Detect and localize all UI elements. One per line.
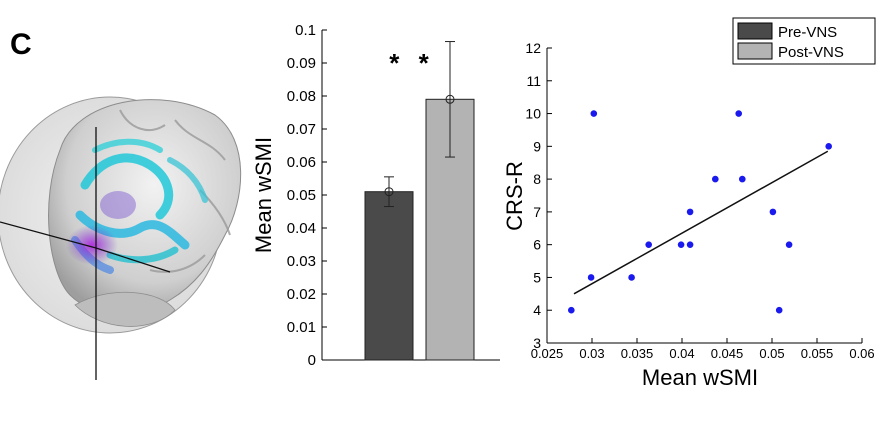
- legend-swatch-pre: [737, 22, 773, 40]
- scatter-x-tick-label: 0.055: [801, 346, 834, 361]
- scatter-y-tick-label: 9: [533, 138, 541, 154]
- scatter-y-tick-label: 8: [533, 171, 541, 187]
- scatter-y-tick-label: 6: [533, 237, 541, 253]
- cerebellum: [74, 291, 176, 327]
- brain-illustration: [0, 96, 242, 380]
- scatter-point: [775, 306, 783, 314]
- bar-chart-bars: [364, 41, 475, 361]
- scatter-point: [825, 143, 832, 150]
- scatter-chart-x-ticks: 0.025 0.03 0.035 0.04 0.045 0.05 0.055 0.06: [531, 338, 875, 361]
- bar-y-tick-label: 0.02: [287, 286, 316, 303]
- bar-y-tick-label: 0.08: [287, 88, 316, 105]
- bar-post-vns-mean-marker: [445, 94, 455, 104]
- activation-peak: [66, 225, 118, 265]
- scatter-point: [677, 241, 685, 248]
- bar-y-tick-label: 0: [308, 352, 316, 369]
- scatter-y-tick-label: 4: [533, 302, 541, 318]
- bar-post-vns: [425, 98, 475, 361]
- scatter-x-tick-label: 0.035: [621, 346, 654, 361]
- scatter-point: [628, 274, 635, 281]
- scatter-point: [739, 175, 746, 183]
- scatter-chart-y-label: CRS-R: [502, 161, 527, 231]
- scatter-point: [769, 208, 777, 216]
- legend-label-post: Post-VNS: [778, 44, 844, 61]
- scatter-y-tick-label: 7: [533, 204, 541, 220]
- bar-y-tick-label: 0.07: [287, 121, 316, 138]
- bar-y-tick-label: 0.06: [287, 154, 316, 171]
- bar-y-tick-label: 0.09: [287, 55, 316, 72]
- scatter-point: [785, 241, 793, 248]
- bar-y-tick-label: 0.1: [295, 22, 316, 39]
- scatter-point: [590, 110, 598, 117]
- legend: Pre-VNS Post-VNS: [732, 17, 876, 65]
- scatter-point: [686, 208, 694, 216]
- regression-line: [573, 150, 829, 295]
- scatter-y-tick-label: 12: [525, 40, 541, 56]
- scatter-chart-x-label: Mean wSMI: [642, 365, 758, 390]
- scatter-y-tick-label: 3: [533, 335, 541, 351]
- bar-chart-y-ticks: 0 0.01 0.02 0.03 0.04 0.05 0.06 0.07 0.08 0.09 0.1: [287, 22, 327, 369]
- scatter-points: [568, 110, 832, 314]
- scatter-y-tick-label: 11: [526, 73, 541, 89]
- scatter-point: [645, 241, 652, 248]
- bar-y-tick-label: 0.01: [287, 319, 316, 336]
- brain-cortex: [48, 99, 242, 315]
- bar-chart: 0 0.01 0.02 0.03 0.04 0.05 0.06 0.07 0.08 0.09 0.1…: [251, 22, 500, 369]
- scatter-x-tick-label: 0.05: [759, 346, 784, 361]
- scatter-fit-line: [573, 150, 829, 295]
- legend-swatch-post: [737, 42, 773, 60]
- scatter-point: [568, 306, 575, 314]
- scatter-x-tick-label: 0.06: [849, 346, 874, 361]
- bar-y-tick-label: 0.03: [287, 253, 316, 270]
- bar-chart-y-label: Mean wSMI: [251, 137, 276, 253]
- bar-pre-vns: [364, 191, 414, 361]
- scatter-x-tick-label: 0.045: [711, 346, 744, 361]
- significance-stars: * *: [389, 48, 434, 78]
- scatter-chart-y-ticks: 3 4 5 6 7 8 9 10 11 12: [525, 40, 552, 351]
- scatter-x-tick-label: 0.04: [669, 346, 694, 361]
- scatter-point: [587, 274, 595, 281]
- scatter-y-tick-label: 5: [533, 269, 541, 285]
- scatter-x-tick-label: 0.025: [531, 346, 564, 361]
- scatter-x-tick-label: 0.03: [579, 346, 604, 361]
- legend-label-pre: Pre-VNS: [778, 24, 837, 41]
- bar-pre-vns-mean-marker: [384, 187, 394, 197]
- scatter-point: [735, 110, 742, 117]
- brain-axes: [0, 127, 171, 380]
- panel-label: C: [10, 28, 32, 61]
- scatter-chart-axes: [546, 48, 862, 344]
- scatter-chart: 0.025 0.03 0.035 0.04 0.045 0.05 0.055 0.06 3 4 5…: [502, 40, 875, 390]
- scatter-point: [686, 241, 694, 248]
- scatter-y-tick-label: 10: [525, 106, 541, 122]
- bar-y-tick-label: 0.05: [287, 187, 316, 204]
- bar-y-tick-label: 0.04: [287, 220, 316, 237]
- scatter-point: [712, 175, 719, 183]
